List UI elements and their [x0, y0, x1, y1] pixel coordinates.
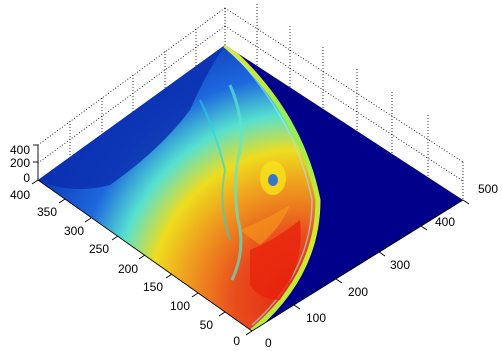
x-tick-label: 400 — [435, 215, 455, 229]
x-tick-label: 300 — [390, 258, 410, 272]
grid-lines — [37, 4, 464, 200]
tick-marks — [31, 144, 470, 336]
z-tick-label: 0 — [23, 171, 30, 185]
y-tick-label: 350 — [37, 205, 57, 219]
y-tick-label: 0 — [233, 334, 240, 348]
x-axis-ticks: 0 100 200 300 400 500 — [265, 182, 498, 350]
x-tick-label: 500 — [478, 182, 498, 196]
y-axis-ticks: 0 50 100 150 200 250 300 350 400 — [10, 188, 240, 348]
x-tick-label: 200 — [348, 285, 368, 299]
y-tick-label: 150 — [143, 280, 163, 294]
y-tick-label: 50 — [200, 318, 214, 332]
y-tick-label: 200 — [118, 262, 138, 276]
y-tick-label: 300 — [64, 224, 84, 238]
x-tick-label: 0 — [265, 336, 272, 350]
y-tick-label: 400 — [10, 188, 30, 202]
z-tick-label: 200 — [10, 156, 30, 170]
z-axis-ticks: 0 200 400 — [10, 143, 30, 185]
surface-data — [38, 45, 321, 331]
y-tick-label: 250 — [89, 242, 109, 256]
y-tick-label: 100 — [170, 299, 190, 313]
x-tick-label: 100 — [306, 311, 326, 325]
z-tick-label: 400 — [10, 143, 30, 157]
